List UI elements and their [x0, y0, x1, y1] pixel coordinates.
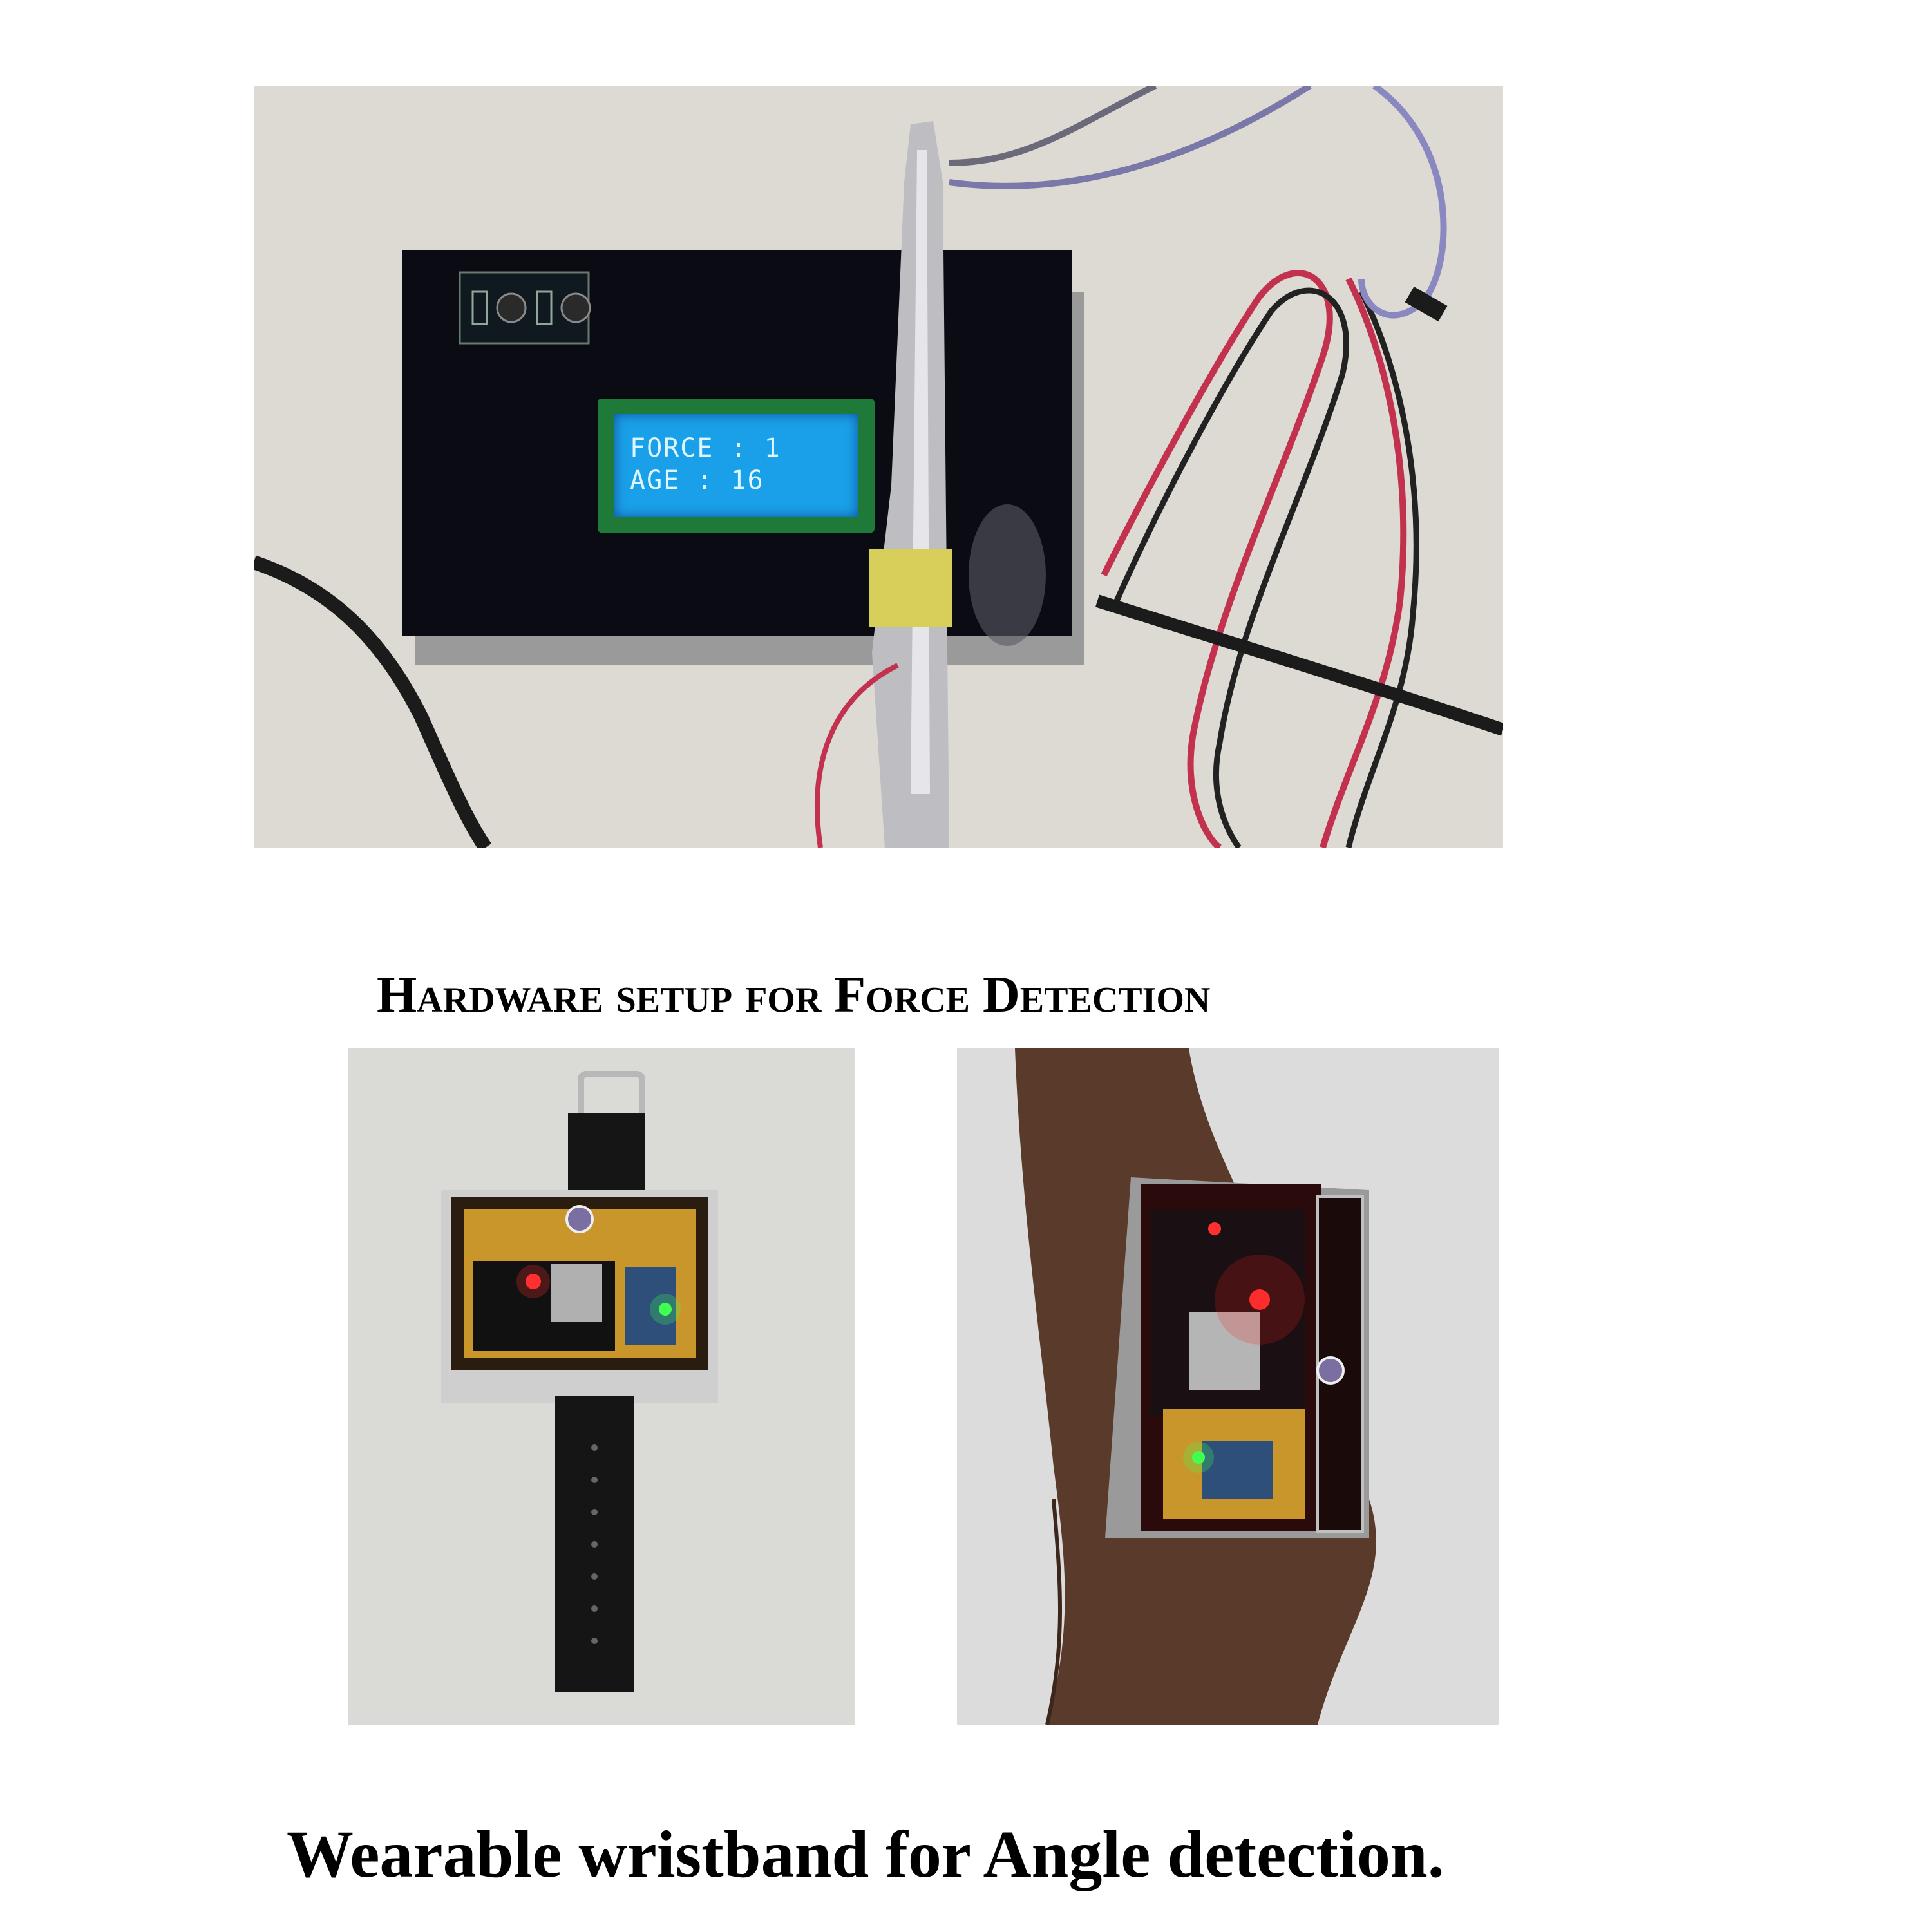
lcd-force-reading: FORCE : 1	[630, 433, 781, 463]
lcd-age-reading: AGE : 16	[630, 466, 764, 495]
figure-caption-angle-detection: Wearable wristband for Angle detection.	[287, 1817, 1444, 1891]
lcd-screen	[614, 414, 858, 517]
force-detection-hardware-photo: FORCE : 1 AGE : 16	[254, 86, 1503, 848]
figure-caption-force-detection: Hardware setup for Force Detection	[377, 967, 1211, 1023]
wristband-on-arm-photo	[957, 1048, 1499, 1725]
wristband-photo	[348, 1048, 855, 1725]
